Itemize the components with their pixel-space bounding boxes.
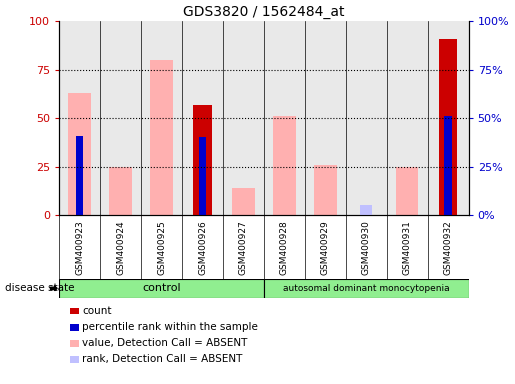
Text: GSM400928: GSM400928 bbox=[280, 220, 289, 275]
Text: GSM400924: GSM400924 bbox=[116, 220, 125, 275]
Text: autosomal dominant monocytopenia: autosomal dominant monocytopenia bbox=[283, 284, 450, 293]
Text: GSM400931: GSM400931 bbox=[403, 220, 411, 275]
Text: percentile rank within the sample: percentile rank within the sample bbox=[82, 322, 259, 332]
Text: rank, Detection Call = ABSENT: rank, Detection Call = ABSENT bbox=[82, 354, 243, 364]
Text: GSM400927: GSM400927 bbox=[239, 220, 248, 275]
Bar bbox=[59, 21, 100, 215]
Bar bbox=[193, 104, 212, 215]
Text: disease state: disease state bbox=[5, 283, 75, 293]
Bar bbox=[346, 21, 387, 215]
Text: GSM400925: GSM400925 bbox=[157, 220, 166, 275]
Bar bbox=[428, 21, 469, 215]
Bar bbox=[273, 116, 296, 215]
Bar bbox=[109, 167, 132, 215]
Title: GDS3820 / 1562484_at: GDS3820 / 1562484_at bbox=[183, 5, 345, 19]
Text: GSM400932: GSM400932 bbox=[444, 220, 453, 275]
Text: control: control bbox=[142, 283, 181, 293]
Bar bbox=[305, 21, 346, 215]
Text: GSM400923: GSM400923 bbox=[75, 220, 84, 275]
Bar bbox=[100, 21, 141, 215]
Text: GSM400929: GSM400929 bbox=[321, 220, 330, 275]
Bar bbox=[264, 21, 305, 215]
Bar bbox=[264, 279, 469, 298]
Bar bbox=[59, 279, 264, 298]
Text: GSM400930: GSM400930 bbox=[362, 220, 371, 275]
Bar bbox=[68, 93, 91, 215]
Bar bbox=[76, 136, 83, 215]
Text: count: count bbox=[82, 306, 112, 316]
Bar bbox=[439, 38, 457, 215]
Bar bbox=[150, 60, 173, 215]
Bar bbox=[444, 116, 452, 215]
Bar bbox=[360, 205, 372, 215]
Bar bbox=[232, 188, 255, 215]
Text: GSM400926: GSM400926 bbox=[198, 220, 207, 275]
Bar bbox=[141, 21, 182, 215]
Bar bbox=[199, 137, 206, 215]
Bar bbox=[396, 167, 419, 215]
Bar bbox=[314, 165, 337, 215]
Bar bbox=[182, 21, 223, 215]
Bar bbox=[387, 21, 428, 215]
Text: value, Detection Call = ABSENT: value, Detection Call = ABSENT bbox=[82, 338, 248, 348]
Bar bbox=[223, 21, 264, 215]
